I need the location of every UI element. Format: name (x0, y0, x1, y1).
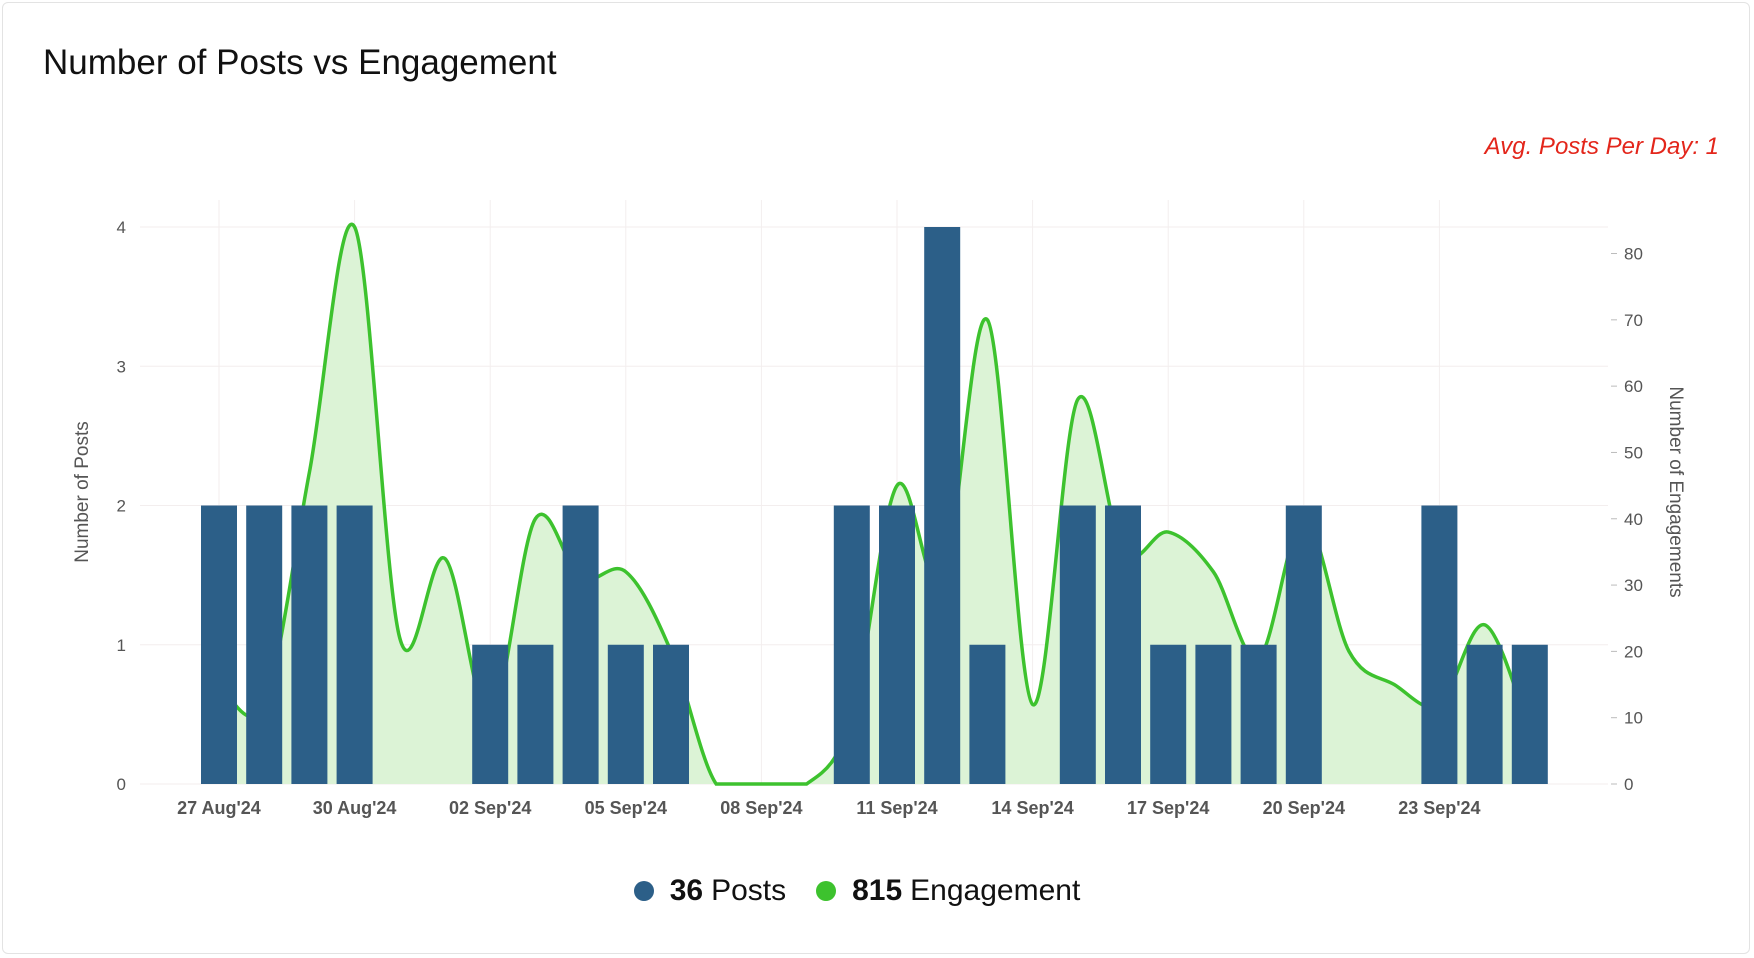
posts-bar (1285, 505, 1322, 784)
posts-bar (924, 227, 961, 784)
x-tick-label: 14 Sep'24 (991, 798, 1073, 818)
y-tick-label: 4 (117, 218, 126, 237)
posts-bar (879, 505, 915, 784)
legend-item-posts[interactable]: 36 Posts (633, 874, 787, 908)
y-right-tick-label: 50 (1624, 443, 1643, 462)
y-right-tick-label: 60 (1624, 377, 1643, 396)
y-right-tick-label: 80 (1624, 245, 1643, 264)
posts-bar (201, 505, 237, 784)
y-axis-title: Number of Posts (72, 421, 93, 563)
engagement-area (219, 224, 1530, 784)
legend-item-engagement[interactable]: 815 Engagement (816, 874, 1080, 908)
posts-bar (607, 644, 644, 784)
posts-bar (291, 505, 328, 784)
avg-posts-per-day: Avg. Posts Per Day: 1 (1484, 133, 1719, 160)
y-right-tick-label: 30 (1624, 576, 1643, 595)
x-tick-label: 08 Sep'24 (720, 798, 802, 818)
x-tick-label: 02 Sep'24 (449, 798, 531, 818)
legend-engagement-value: 815 (852, 874, 903, 907)
posts-bar (833, 505, 870, 784)
posts-bar (969, 644, 1006, 784)
x-tick-label: 23 Sep'24 (1398, 798, 1480, 818)
y-right-tick-label: 0 (1624, 775, 1633, 794)
chart-title: Number of Posts vs Engagement (43, 43, 557, 82)
y-right-tick-label: 70 (1624, 311, 1643, 330)
y-tick-label: 2 (117, 497, 126, 516)
y-right-tick-label: 40 (1624, 510, 1643, 529)
x-tick-label: 20 Sep'24 (1263, 798, 1345, 818)
x-tick-label: 30 Aug'24 (313, 798, 397, 818)
posts-bar (246, 505, 283, 784)
posts-bar (1240, 644, 1277, 784)
legend: 36 Posts 815 Engagement (0, 874, 1754, 908)
legend-engagement-label: Engagement (910, 874, 1081, 907)
posts-bar (562, 505, 599, 784)
posts-bar (472, 644, 509, 784)
posts-bar (336, 505, 373, 784)
x-tick-label: 05 Sep'24 (585, 798, 667, 818)
legend-posts-label: Posts (711, 874, 787, 907)
posts-bar (1059, 505, 1096, 784)
y-tick-label: 1 (117, 636, 126, 655)
posts-bar (653, 644, 689, 784)
posts-bar (517, 644, 554, 784)
posts-bar (1195, 644, 1232, 784)
x-tick-label: 17 Sep'24 (1127, 798, 1209, 818)
posts-bar (1511, 644, 1548, 784)
y-tick-label: 0 (117, 775, 126, 794)
y-tick-label: 3 (117, 357, 126, 376)
engagement-line (217, 222, 1532, 786)
legend-posts-value: 36 (669, 874, 704, 907)
posts-bar (1150, 644, 1187, 784)
x-tick-label: 11 Sep'24 (856, 798, 937, 818)
posts-bar (1466, 644, 1503, 784)
x-tick-label: 27 Aug'24 (177, 798, 261, 818)
posts-bar (1105, 505, 1141, 784)
posts-bar (1421, 505, 1458, 784)
posts-dot-icon (633, 881, 654, 901)
y-right-tick-label: 10 (1624, 709, 1643, 728)
y-right-axis-title: Number of Engagements (1665, 386, 1686, 597)
engagement-dot-icon (816, 881, 837, 901)
y-right-tick-label: 20 (1624, 642, 1643, 661)
